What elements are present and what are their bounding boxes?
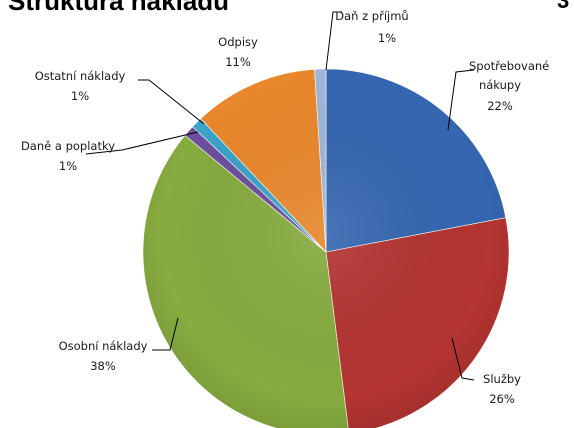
pie-slices	[142, 68, 510, 428]
cropped-edge-text: 3	[557, 0, 570, 13]
slice-name: Odpisy	[218, 35, 258, 49]
slice-label-spotrebovane-nakupy: Spotřebované nákupy 22%	[469, 59, 549, 113]
slice-percent: 1%	[378, 31, 396, 45]
slice-label-osobni-naklady: Osobní náklady 38%	[59, 339, 148, 373]
slice-label-sluzby: Služby 26%	[483, 372, 521, 406]
chart-title: Struktura nákladů	[8, 0, 230, 16]
slice-percent: 1%	[59, 159, 77, 173]
slice-label-ostatni-naklady: Ostatní náklady 1%	[35, 69, 126, 103]
slice-name: Daň z příjmů	[335, 9, 408, 23]
slice-percent: 22%	[487, 99, 513, 113]
slice-name: Daně a poplatky	[21, 139, 115, 153]
slice-name: Služby	[483, 372, 521, 386]
slice-label-odpisy: Odpisy 11%	[218, 35, 258, 69]
slice-name: Spotřebované nákupy	[469, 59, 549, 92]
slice-percent: 26%	[489, 392, 515, 406]
slice-percent: 1%	[71, 89, 89, 103]
slice-label-dane-a-poplatky: Daně a poplatky 1%	[21, 139, 115, 173]
leader-lines	[85, 11, 475, 381]
pie-slice-1	[325, 217, 510, 428]
slice-percent: 38%	[90, 359, 116, 373]
slice-percent: 11%	[225, 55, 251, 69]
slice-label-danzprijmu: Daň z příjmů 1%	[335, 9, 408, 45]
slice-name: Osobní náklady	[59, 339, 148, 353]
slice-name: Ostatní náklady	[35, 69, 126, 83]
